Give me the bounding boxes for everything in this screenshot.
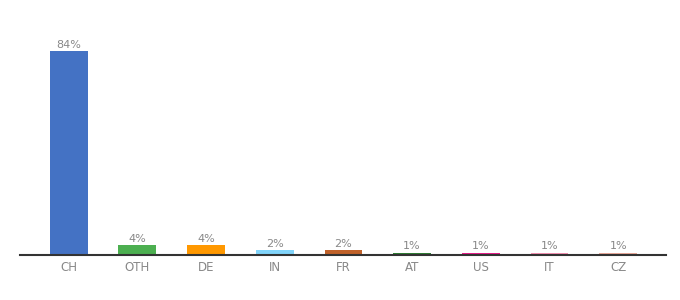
- Bar: [462, 253, 500, 255]
- Text: 4%: 4%: [197, 234, 215, 244]
- Text: 2%: 2%: [335, 239, 352, 249]
- Text: 4%: 4%: [129, 234, 146, 244]
- Bar: [393, 253, 431, 255]
- Text: 1%: 1%: [609, 242, 627, 251]
- Bar: [530, 253, 568, 255]
- Bar: [50, 51, 88, 255]
- Bar: [324, 250, 362, 255]
- Bar: [118, 245, 156, 255]
- Bar: [256, 250, 294, 255]
- Bar: [187, 245, 225, 255]
- Text: 1%: 1%: [541, 242, 558, 251]
- Text: 84%: 84%: [56, 40, 81, 50]
- Bar: [599, 253, 637, 255]
- Text: 1%: 1%: [403, 242, 421, 251]
- Text: 2%: 2%: [266, 239, 284, 249]
- Text: 1%: 1%: [472, 242, 490, 251]
